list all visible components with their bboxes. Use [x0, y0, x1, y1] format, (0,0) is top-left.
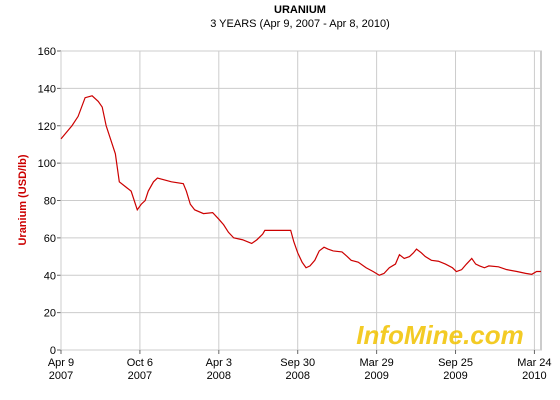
y-tick-label: 20: [44, 308, 56, 320]
y-tick-label: 40: [44, 270, 56, 282]
y-tick-label: 160: [38, 46, 56, 58]
price-line: [60, 95, 541, 276]
x-tick-label: Sep 30: [280, 357, 315, 369]
y-tick-label: 100: [38, 158, 56, 170]
x-tick-label: Oct 6: [127, 357, 153, 369]
y-tick-label: 0: [50, 345, 56, 357]
x-tick-label: 2009: [443, 370, 467, 382]
x-tick-label: 2010: [522, 370, 546, 382]
y-tick-label: 140: [38, 83, 56, 95]
y-tick-label: 60: [44, 233, 56, 245]
x-tick-label: 2009: [364, 370, 388, 382]
x-tick-label: Mar 24: [517, 357, 551, 369]
x-tick-label: Mar 29: [359, 357, 393, 369]
x-tick-label: 2008: [285, 370, 309, 382]
x-tick-label: Apr 9: [48, 357, 74, 369]
chart-subtitle: 3 YEARS (Apr 9, 2007 - Apr 8, 2010): [210, 18, 390, 30]
x-tick-label: 2007: [49, 370, 73, 382]
x-tick-label: 2008: [207, 370, 231, 382]
watermark: InfoMine.com: [356, 320, 524, 350]
x-tick-label: 2007: [128, 370, 152, 382]
y-axis-label: Uranium (USD/lb): [17, 154, 29, 245]
x-tick-label: Sep 25: [438, 357, 473, 369]
y-tick-label: 80: [44, 196, 56, 208]
y-tick-label: 120: [38, 121, 56, 133]
x-tick-label: Apr 3: [206, 357, 232, 369]
chart-title: URANIUM: [274, 4, 326, 16]
